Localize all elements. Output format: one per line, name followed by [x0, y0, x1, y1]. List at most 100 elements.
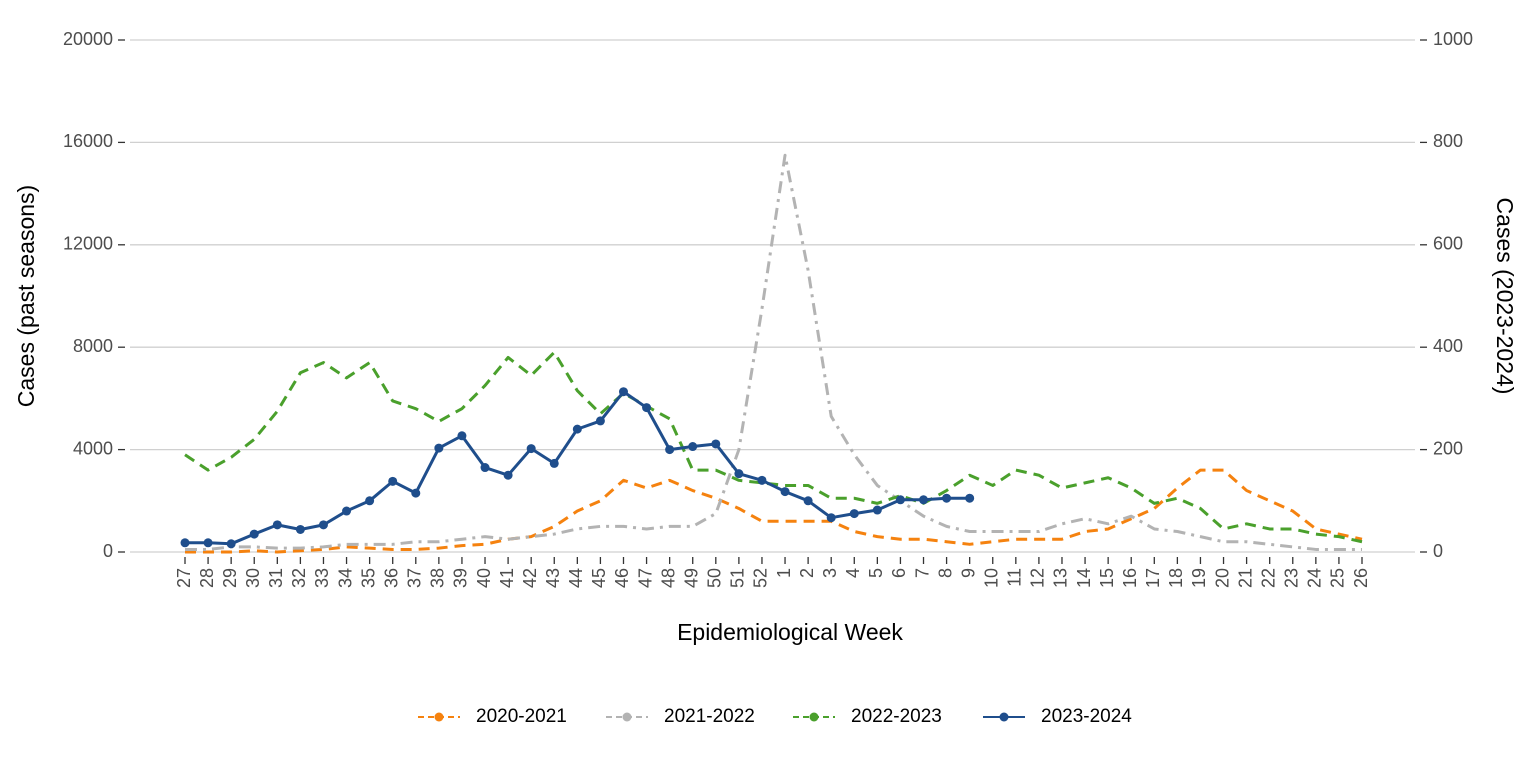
y-axis-title: Cases (past seasons)	[13, 185, 39, 407]
x-tick-label: 40	[474, 568, 494, 588]
x-tick-label: 44	[566, 568, 586, 588]
data-point	[342, 506, 352, 516]
series-line	[185, 468, 1363, 554]
x-tick-label: 5	[866, 568, 886, 578]
y-tick-label: 4000	[73, 438, 113, 458]
data-point	[480, 463, 490, 473]
x-tick-label: 49	[681, 568, 701, 588]
data-point	[734, 469, 744, 479]
y-tick-label: 12000	[63, 234, 113, 254]
x-tick-label: 42	[520, 568, 540, 588]
data-point	[503, 470, 513, 480]
y2-tick-label: 600	[1433, 234, 1463, 254]
data-point	[365, 496, 375, 506]
data-point	[549, 458, 559, 468]
data-point	[826, 513, 836, 523]
x-tick-label: 24	[1305, 568, 1325, 588]
x-tick-label: 17	[1143, 568, 1163, 588]
x-tick-label: 11	[1005, 568, 1025, 587]
x-tick-label: 52	[751, 568, 771, 588]
y2-tick-label: 400	[1433, 336, 1463, 356]
x-tick-label: 20	[1212, 568, 1232, 588]
x-tick-label: 43	[543, 568, 563, 588]
data-point	[849, 509, 859, 519]
x-tick-label: 6	[889, 568, 909, 578]
data-point	[526, 444, 536, 454]
y-tick-label: 0	[103, 541, 113, 561]
x-tick-label: 8	[935, 568, 955, 578]
x-tick-label: 26	[1351, 568, 1371, 588]
data-point	[457, 431, 467, 441]
data-point	[711, 439, 721, 449]
x-tick-label: 21	[1235, 568, 1255, 588]
x-tick-label: 31	[266, 568, 286, 588]
data-point	[180, 538, 190, 548]
legend-item: 2020-2021	[418, 706, 567, 727]
data-point	[434, 443, 444, 453]
x-tick-label: 39	[451, 568, 471, 588]
x-tick-label: 45	[589, 568, 609, 588]
legend-marker	[809, 712, 819, 722]
legend-marker	[999, 712, 1009, 722]
x-tick-label: 41	[497, 568, 517, 588]
x-tick-label: 25	[1328, 568, 1348, 588]
data-point	[872, 505, 882, 515]
x-tick-label: 38	[428, 568, 448, 588]
x-tick-label: 19	[1189, 568, 1209, 588]
x-tick-label: 14	[1074, 568, 1094, 588]
data-point	[388, 476, 398, 486]
y-tick-label: 20000	[63, 29, 113, 49]
legend-label: 2023-2024	[1041, 706, 1132, 727]
x-tick-label: 36	[381, 568, 401, 588]
data-point	[919, 495, 929, 505]
x-tick-label: 27	[174, 568, 194, 588]
x-tick-label: 7	[912, 568, 932, 578]
data-point	[411, 488, 421, 498]
x-tick-label: 47	[635, 568, 655, 588]
x-tick-label: 51	[728, 568, 748, 588]
x-tick-label: 29	[220, 568, 240, 588]
series-line	[184, 350, 1363, 544]
x-tick-label: 4	[843, 568, 863, 578]
x-tick-label: 34	[335, 568, 355, 588]
data-point	[942, 493, 952, 503]
data-point	[572, 424, 582, 434]
x-tick-label: 28	[197, 568, 217, 588]
series-line	[185, 153, 1362, 551]
y2-axis-title: Cases (2023-2024)	[1492, 198, 1518, 395]
legend-item: 2023-2024	[983, 706, 1132, 727]
data-point	[618, 387, 628, 397]
y2-tick-label: 800	[1433, 131, 1463, 151]
data-point	[642, 403, 652, 413]
y-tick-label: 8000	[73, 336, 113, 356]
data-point	[295, 524, 305, 534]
x-tick-label: 23	[1282, 568, 1302, 588]
x-tick-label: 18	[1166, 568, 1186, 588]
data-point	[665, 445, 675, 455]
x-tick-label: 46	[612, 568, 632, 588]
x-tick-label: 10	[981, 568, 1001, 588]
data-point	[803, 496, 813, 506]
x-tick-label: 16	[1120, 568, 1140, 588]
legend-marker	[622, 712, 632, 722]
x-tick-label: 50	[705, 568, 725, 588]
x-axis-title: Epidemiological Week	[677, 619, 903, 645]
x-tick-label: 15	[1097, 568, 1117, 588]
x-tick-label: 37	[405, 568, 425, 588]
legend-item: 2022-2023	[793, 706, 942, 727]
x-tick-label: 30	[243, 568, 263, 588]
data-point	[895, 495, 905, 505]
x-tick-label: 9	[958, 568, 978, 578]
y-tick-label: 16000	[63, 131, 113, 151]
data-point	[272, 520, 282, 530]
x-tick-label: 33	[312, 568, 332, 588]
legend-marker	[434, 712, 444, 722]
x-tick-label: 3	[820, 568, 840, 578]
data-point	[965, 493, 975, 503]
series-line	[185, 390, 970, 546]
legend-item: 2021-2022	[606, 706, 755, 727]
data-point	[203, 538, 213, 548]
legend-label: 2020-2021	[476, 706, 567, 727]
x-tick-label: 13	[1051, 568, 1071, 588]
